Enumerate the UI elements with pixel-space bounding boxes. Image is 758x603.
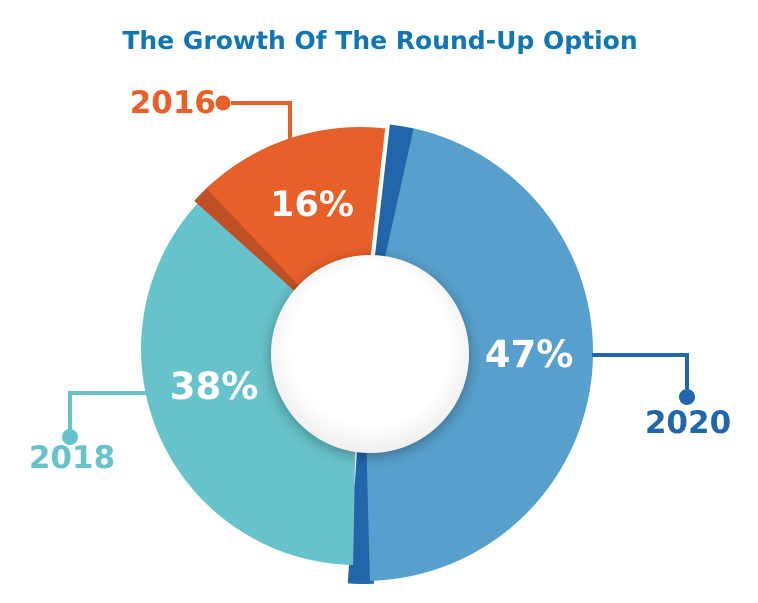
slice-2020 <box>364 128 594 581</box>
callout-label-2016: 2016 <box>130 85 216 121</box>
slice-label-2016: 16% <box>270 185 354 225</box>
slice-2020-side-bottom <box>347 352 374 584</box>
callout-line-2020 <box>592 353 689 389</box>
slice-percent-labels: 47% 38% 16% <box>170 185 574 408</box>
slice-label-2020: 47% <box>485 333 574 376</box>
callout-line-2016 <box>231 101 292 149</box>
chart-title: The Growth Of The Round-Up Option <box>122 26 637 55</box>
donut-hole <box>271 255 469 453</box>
callout-label-2020: 2020 <box>645 405 731 441</box>
slice-label-2018: 38% <box>170 365 259 408</box>
callout-dot-2016 <box>215 95 231 111</box>
callout-line-2018 <box>68 391 152 429</box>
donut-hole-group <box>271 255 469 453</box>
callout-dot-2018 <box>62 429 78 445</box>
year-callouts: 2020 2018 2016 <box>29 85 731 476</box>
callout-label-2018: 2018 <box>29 440 115 476</box>
slice-2018 <box>141 197 357 565</box>
callout-dot-2020 <box>679 389 695 405</box>
